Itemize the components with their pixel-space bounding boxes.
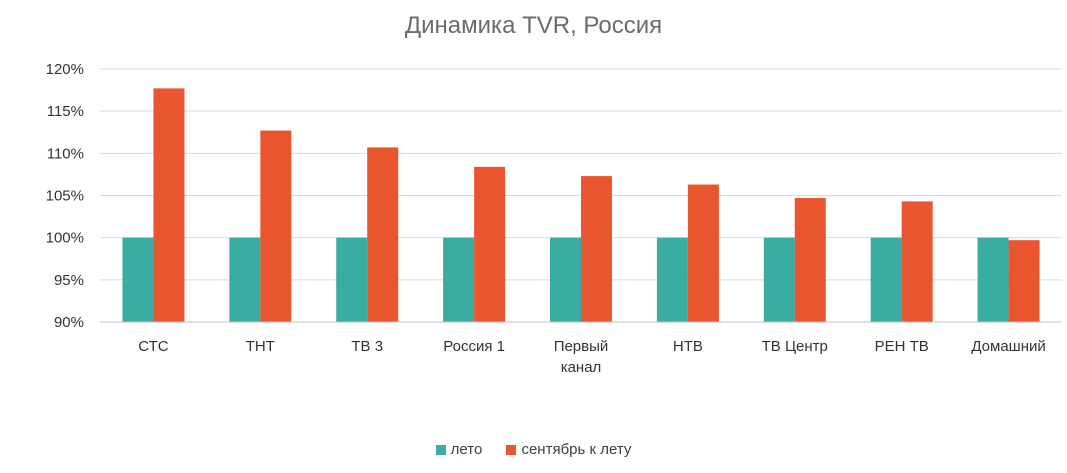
bar-september	[794, 198, 826, 322]
x-tick-label: РЕН ТВ	[875, 338, 929, 355]
y-tick-label: 115%	[47, 103, 84, 120]
bar-september	[901, 201, 933, 322]
bar-september	[474, 166, 506, 322]
bar-leto	[870, 237, 902, 322]
y-tick-label: 120%	[46, 61, 84, 78]
y-tick-label: 100%	[46, 230, 84, 247]
legend-swatch-september	[506, 445, 517, 455]
x-axis-ticks: СТС ТНТ ТВ 3 Россия 1 Первый канал НТВ ТВ Центр…	[138, 338, 1045, 376]
y-axis-ticks: 90% 95% 100% 105% 110% 115% 120%	[46, 61, 84, 331]
bar-leto	[550, 237, 581, 322]
bar-leto	[122, 237, 154, 322]
legend-item-september: сентябрь к лету	[506, 441, 631, 458]
bar-leto	[336, 237, 368, 322]
x-tick-label: Первый канал	[554, 338, 609, 376]
x-tick-label: ТВ 3	[351, 338, 383, 355]
bar-leto	[443, 237, 475, 322]
x-tick-label: НТВ	[673, 338, 703, 355]
bar-leto	[977, 237, 1009, 322]
y-tick-label: 95%	[54, 272, 84, 289]
bars	[122, 88, 1040, 322]
x-tick-label: ТВ Центр	[762, 338, 828, 355]
y-tick-label: 105%	[46, 188, 84, 205]
x-tick-label: СТС	[138, 338, 168, 355]
bar-september	[687, 184, 719, 322]
y-tick-label: 90%	[54, 314, 84, 331]
x-tick-label: Россия 1	[443, 338, 505, 355]
y-tick-label: 110%	[47, 145, 84, 162]
bar-september	[581, 176, 612, 322]
legend-label-leto: лето	[450, 441, 483, 458]
x-tick-label: Домашний	[971, 338, 1045, 355]
legend-label-september: сентябрь к лету	[521, 441, 632, 458]
bar-leto	[229, 237, 261, 322]
legend: лето сентябрь к лету	[0, 441, 1067, 458]
bar-leto	[656, 237, 688, 322]
bar-september	[260, 130, 292, 322]
legend-item-leto: лето	[435, 441, 483, 458]
chart-title: Динамика TVR, Россия	[404, 12, 663, 39]
bar-september	[1008, 240, 1040, 322]
bar-leto	[763, 237, 795, 322]
bar-september	[367, 147, 399, 322]
x-tick-label: ТНТ	[246, 338, 275, 355]
legend-swatch-leto	[435, 445, 446, 455]
bar-september	[153, 88, 185, 322]
